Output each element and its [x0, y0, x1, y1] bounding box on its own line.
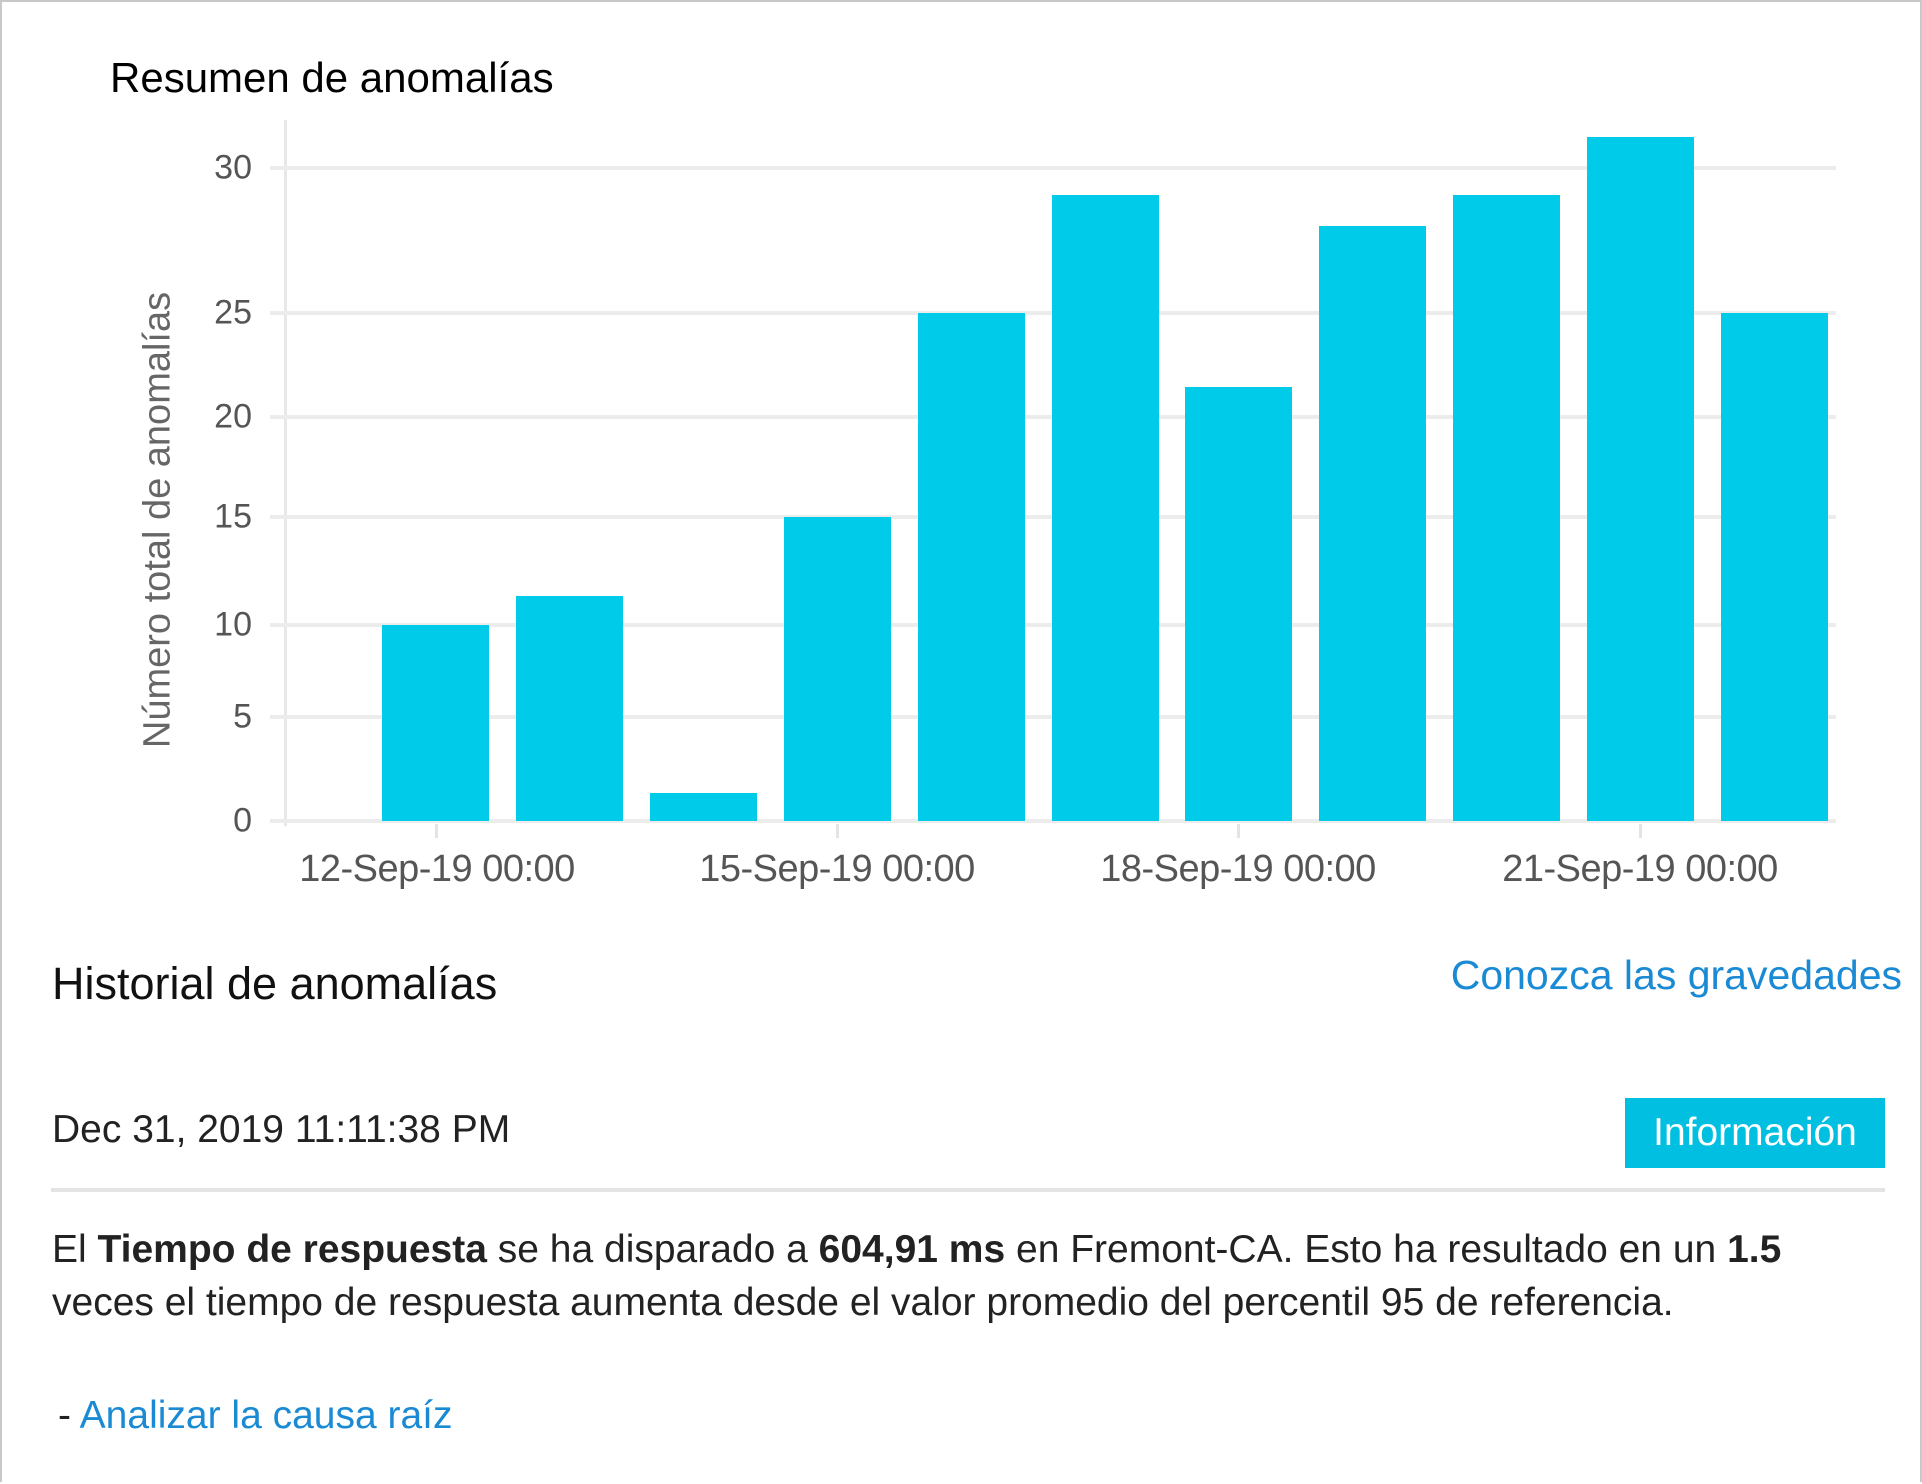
chart-title: Resumen de anomalías [110, 54, 554, 101]
learn-severities-link[interactable]: Conozca las gravedades [1450, 952, 1902, 998]
bar[interactable] [918, 313, 1025, 821]
metric-name: Tiempo de respuesta [97, 1228, 487, 1271]
bar[interactable] [1319, 226, 1426, 821]
x-tick-mark [435, 824, 438, 838]
severity-badge[interactable]: Información [1625, 1098, 1885, 1168]
y-tick: 0 [233, 801, 252, 840]
desc-text: El [52, 1228, 98, 1271]
x-tick-mark [1639, 824, 1642, 838]
y-axis-label: Número total de anomalías [136, 291, 179, 749]
bar[interactable] [1185, 387, 1292, 821]
history-title: Historial de anomalías [52, 958, 498, 1009]
y-tick: 20 [214, 397, 252, 436]
x-tick-label: 21-Sep-19 00:00 [1502, 848, 1778, 890]
x-tick-label: 12-Sep-19 00:00 [299, 848, 575, 890]
x-tick-label: 18-Sep-19 00:00 [1100, 848, 1376, 890]
bar[interactable] [784, 517, 891, 821]
bar[interactable] [1587, 137, 1694, 821]
y-tick: 10 [214, 605, 252, 644]
desc-text: se ha disparado a [486, 1228, 819, 1271]
event-timestamp: Dec 31, 2019 11:11:38 PM [52, 1108, 511, 1151]
y-tick: 30 [214, 148, 252, 187]
x-tick-label: 15-Sep-19 00:00 [699, 848, 975, 890]
multiplier-value: 1.5 [1727, 1228, 1782, 1271]
metric-value: 604,91 ms [818, 1228, 1006, 1271]
bar[interactable] [1052, 195, 1159, 821]
x-tick-mark [1237, 824, 1240, 838]
y-axis-line [284, 120, 287, 826]
bar[interactable] [650, 793, 757, 821]
gridline [270, 166, 1836, 170]
bar[interactable] [1453, 195, 1560, 821]
y-tick: 25 [214, 293, 252, 332]
gridline [270, 819, 1836, 823]
anomaly-bar-chart: 30 25 20 15 10 5 0 Número total de anoma… [136, 120, 1836, 890]
rca-prefix: - [58, 1394, 80, 1437]
divider [51, 1188, 1885, 1192]
bar[interactable] [382, 625, 489, 821]
bar[interactable] [1721, 313, 1828, 821]
x-tick-mark [836, 824, 839, 838]
event-description: El Tiempo de respuesta se ha disparado a… [52, 1224, 1832, 1329]
bar[interactable] [516, 596, 623, 821]
y-tick: 5 [233, 697, 252, 736]
desc-text: en Fremont-CA. Esto ha resultado en un [1005, 1228, 1728, 1271]
desc-text: veces el tiempo de respuesta aumenta des… [52, 1280, 1674, 1324]
y-tick: 15 [214, 497, 252, 536]
root-cause-row: - Analizar la causa raíz [58, 1394, 453, 1438]
analyze-root-cause-link[interactable]: Analizar la causa raíz [79, 1394, 453, 1437]
